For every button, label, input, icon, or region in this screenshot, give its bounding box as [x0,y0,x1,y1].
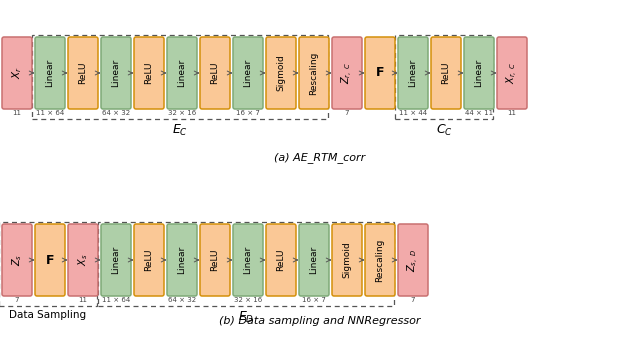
Text: 7: 7 [15,297,19,303]
Text: $\mathit{E_C}$: $\mathit{E_C}$ [172,123,188,138]
Text: 11 × 64: 11 × 64 [102,297,130,303]
FancyBboxPatch shape [266,224,296,296]
Text: $\mathbf{F}$: $\mathbf{F}$ [45,253,54,266]
FancyBboxPatch shape [101,37,131,109]
Text: 7: 7 [411,297,415,303]
Text: Linear: Linear [408,59,417,87]
Text: ReLU: ReLU [145,249,154,271]
FancyBboxPatch shape [35,37,65,109]
Text: Linear: Linear [474,59,483,87]
FancyBboxPatch shape [299,37,329,109]
Text: Linear: Linear [177,59,186,87]
Text: $\mathbf{F}$: $\mathbf{F}$ [375,66,385,79]
Text: Sigmoid: Sigmoid [276,54,285,91]
FancyBboxPatch shape [497,37,527,109]
FancyBboxPatch shape [35,224,65,296]
Text: 64 × 32: 64 × 32 [168,297,196,303]
Text: 11 × 44: 11 × 44 [399,110,427,116]
FancyBboxPatch shape [68,224,98,296]
FancyBboxPatch shape [398,37,428,109]
FancyBboxPatch shape [134,224,164,296]
FancyBboxPatch shape [233,224,263,296]
Text: $\mathit{C_C}$: $\mathit{C_C}$ [436,123,452,138]
FancyBboxPatch shape [332,37,362,109]
Text: Linear: Linear [243,59,253,87]
Text: 7: 7 [345,110,349,116]
Text: Linear: Linear [243,246,253,274]
Text: Data Sampling: Data Sampling [10,310,86,320]
Text: $X_s$: $X_s$ [76,254,90,266]
Text: Sigmoid: Sigmoid [342,242,351,278]
Text: (b) Data sampling and NNRegressor: (b) Data sampling and NNRegressor [220,316,420,326]
Text: 11: 11 [508,110,516,116]
FancyBboxPatch shape [167,224,197,296]
Text: ReLU: ReLU [211,249,220,271]
FancyBboxPatch shape [68,37,98,109]
Text: (a) AE_RTM_corr: (a) AE_RTM_corr [275,152,365,163]
Text: Linear: Linear [45,59,54,87]
Bar [32,35,328,119]
Text: $Z_{s,\ D}$: $Z_{s,\ D}$ [406,249,420,272]
Text: Rescaling: Rescaling [376,238,385,282]
Text: 16 × 7: 16 × 7 [236,110,260,116]
Text: $X_r$: $X_r$ [10,66,24,79]
Text: 44 × 11: 44 × 11 [465,110,493,116]
Text: Linear: Linear [310,246,319,274]
Text: ReLU: ReLU [79,62,88,84]
Text: 32 × 16: 32 × 16 [234,297,262,303]
Text: 11 × 64: 11 × 64 [36,110,64,116]
Text: Linear: Linear [111,246,120,274]
FancyBboxPatch shape [398,224,428,296]
FancyBboxPatch shape [200,37,230,109]
Text: 16 × 7: 16 × 7 [302,297,326,303]
Text: ReLU: ReLU [145,62,154,84]
Bar [98,222,394,306]
FancyBboxPatch shape [2,224,32,296]
FancyBboxPatch shape [134,37,164,109]
FancyBboxPatch shape [332,224,362,296]
Text: 64 × 32: 64 × 32 [102,110,130,116]
FancyBboxPatch shape [200,224,230,296]
Text: Linear: Linear [111,59,120,87]
FancyBboxPatch shape [431,37,461,109]
Text: $\mathit{E_D}$: $\mathit{E_D}$ [238,310,254,325]
Text: $Z_s$: $Z_s$ [10,254,24,266]
Text: Linear: Linear [177,246,186,274]
Text: ReLU: ReLU [211,62,220,84]
Bar [0,222,97,306]
FancyBboxPatch shape [266,37,296,109]
Text: $Z_{r,\ C}$: $Z_{r,\ C}$ [339,62,355,84]
FancyBboxPatch shape [365,224,395,296]
FancyBboxPatch shape [167,37,197,109]
FancyBboxPatch shape [101,224,131,296]
FancyBboxPatch shape [2,37,32,109]
Text: 11: 11 [79,297,88,303]
Text: ReLU: ReLU [442,62,451,84]
FancyBboxPatch shape [464,37,494,109]
Text: 11: 11 [13,110,22,116]
FancyBboxPatch shape [365,37,395,109]
Text: $X_{r,\ C}$: $X_{r,\ C}$ [504,62,520,84]
Text: Rescaling: Rescaling [310,51,319,95]
FancyBboxPatch shape [233,37,263,109]
FancyBboxPatch shape [299,224,329,296]
Bar [395,35,493,119]
Text: 32 × 16: 32 × 16 [168,110,196,116]
Text: ReLU: ReLU [276,249,285,271]
